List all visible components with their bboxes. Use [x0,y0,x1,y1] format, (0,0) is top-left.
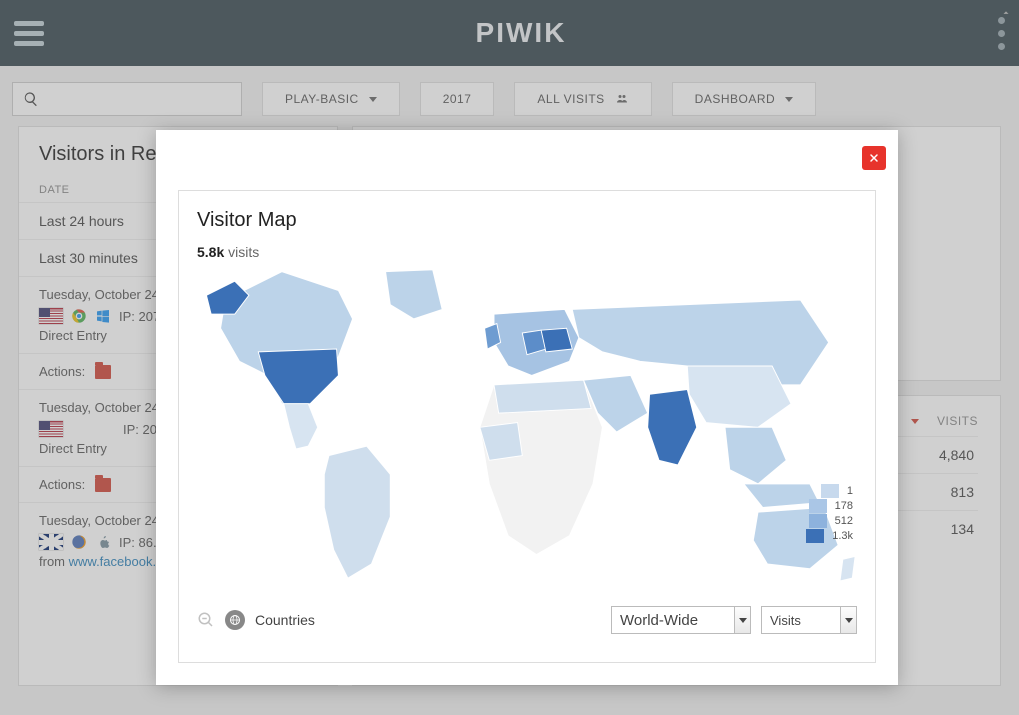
region-select[interactable]: World-Wide [611,606,751,634]
footer-label: Countries [255,612,315,628]
metric-select-value: Visits [770,613,801,628]
legend-item: 1.3k [806,529,853,543]
region-select-value: World-Wide [620,612,698,629]
modal-body: Visitor Map 5.8k visits 1 178 512 1.3k C… [178,190,876,663]
globe-icon[interactable] [225,610,245,630]
legend-item: 178 [806,499,853,513]
chevron-down-icon [739,618,747,623]
visitor-map-modal: Visitor Map 5.8k visits 1 178 512 1.3k C… [156,130,898,685]
close-icon [868,152,880,164]
metric-select[interactable]: Visits [761,606,857,634]
close-button[interactable] [862,146,886,170]
modal-title: Visitor Map [197,209,857,232]
zoom-out-icon[interactable] [197,611,215,629]
world-map[interactable]: 1 178 512 1.3k [197,262,857,602]
modal-footer: Countries World-Wide Visits [197,602,857,634]
chevron-down-icon [845,618,853,623]
map-legend: 1 178 512 1.3k [806,483,853,544]
legend-item: 512 [806,514,853,528]
legend-item: 1 [806,484,853,498]
modal-visits-summary: 5.8k visits [197,244,857,260]
